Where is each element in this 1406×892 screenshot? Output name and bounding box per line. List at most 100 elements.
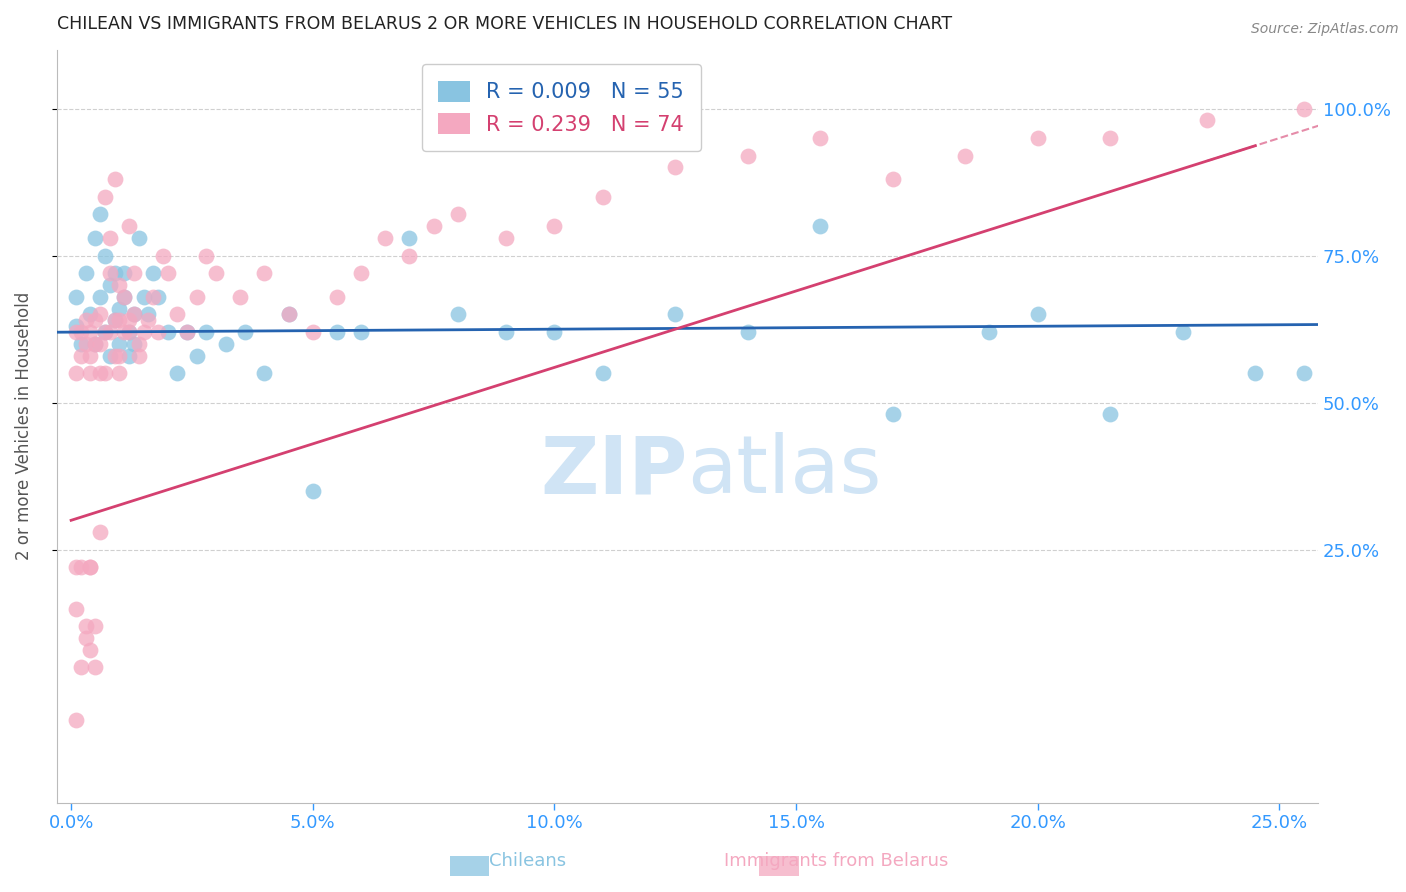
Point bbox=[79, 366, 101, 380]
Point bbox=[277, 308, 299, 322]
Point bbox=[737, 149, 759, 163]
Point bbox=[398, 249, 420, 263]
Point bbox=[176, 325, 198, 339]
Point bbox=[98, 266, 121, 280]
Point bbox=[955, 149, 977, 163]
Text: Immigrants from Belarus: Immigrants from Belarus bbox=[724, 852, 949, 870]
Text: CHILEAN VS IMMIGRANTS FROM BELARUS 2 OR MORE VEHICLES IN HOUSEHOLD CORRELATION C: CHILEAN VS IMMIGRANTS FROM BELARUS 2 OR … bbox=[56, 15, 952, 33]
Point bbox=[104, 349, 127, 363]
Point bbox=[882, 172, 904, 186]
Point bbox=[108, 278, 131, 293]
Point bbox=[1099, 408, 1122, 422]
Point bbox=[79, 642, 101, 657]
Point bbox=[326, 290, 349, 304]
Point bbox=[176, 325, 198, 339]
Point bbox=[75, 619, 97, 633]
Point bbox=[1099, 131, 1122, 145]
Text: atlas: atlas bbox=[688, 433, 882, 510]
Text: Chileans: Chileans bbox=[489, 852, 565, 870]
Point bbox=[65, 319, 87, 334]
Point bbox=[104, 313, 127, 327]
Point bbox=[128, 231, 150, 245]
Point bbox=[808, 131, 831, 145]
Point bbox=[108, 349, 131, 363]
Point bbox=[495, 325, 517, 339]
Point bbox=[118, 313, 141, 327]
Point bbox=[75, 266, 97, 280]
Point bbox=[233, 325, 256, 339]
Point bbox=[326, 325, 349, 339]
Point bbox=[1026, 308, 1049, 322]
Point bbox=[253, 266, 276, 280]
Point bbox=[350, 325, 373, 339]
Point bbox=[122, 308, 145, 322]
Point bbox=[422, 219, 444, 234]
Point bbox=[142, 290, 165, 304]
Point bbox=[1292, 102, 1315, 116]
Point bbox=[89, 366, 111, 380]
Point bbox=[65, 366, 87, 380]
Point bbox=[98, 278, 121, 293]
Point bbox=[79, 308, 101, 322]
Point bbox=[84, 337, 107, 351]
Point bbox=[186, 290, 208, 304]
Point bbox=[122, 337, 145, 351]
Point bbox=[592, 190, 614, 204]
Point bbox=[84, 231, 107, 245]
Point bbox=[495, 231, 517, 245]
Point bbox=[882, 408, 904, 422]
Point bbox=[89, 290, 111, 304]
Point bbox=[108, 366, 131, 380]
Point bbox=[128, 337, 150, 351]
Point bbox=[104, 266, 127, 280]
Point bbox=[195, 325, 218, 339]
Point bbox=[79, 349, 101, 363]
Point bbox=[301, 325, 323, 339]
Point bbox=[138, 313, 160, 327]
Point bbox=[104, 313, 127, 327]
Point bbox=[89, 337, 111, 351]
Point bbox=[277, 308, 299, 322]
Point bbox=[138, 308, 160, 322]
Point bbox=[65, 560, 87, 574]
Point bbox=[1292, 366, 1315, 380]
Point bbox=[664, 308, 686, 322]
Point bbox=[94, 325, 117, 339]
Point bbox=[65, 713, 87, 727]
Point bbox=[108, 313, 131, 327]
Text: ZIP: ZIP bbox=[540, 433, 688, 510]
Point bbox=[166, 366, 188, 380]
Point bbox=[118, 325, 141, 339]
Point bbox=[301, 483, 323, 498]
Point bbox=[142, 266, 165, 280]
Point bbox=[69, 660, 91, 674]
Point bbox=[89, 308, 111, 322]
Point bbox=[166, 308, 188, 322]
Point bbox=[118, 349, 141, 363]
Point bbox=[592, 366, 614, 380]
Point bbox=[84, 619, 107, 633]
Point bbox=[215, 337, 238, 351]
Point bbox=[108, 337, 131, 351]
Point bbox=[94, 366, 117, 380]
Point bbox=[132, 325, 155, 339]
Point bbox=[94, 190, 117, 204]
Point bbox=[112, 290, 135, 304]
Point bbox=[447, 207, 470, 221]
Point bbox=[104, 172, 127, 186]
Point bbox=[122, 308, 145, 322]
Point bbox=[146, 325, 169, 339]
Legend: R = 0.009   N = 55, R = 0.239   N = 74: R = 0.009 N = 55, R = 0.239 N = 74 bbox=[422, 64, 700, 151]
Point bbox=[979, 325, 1001, 339]
Point bbox=[94, 325, 117, 339]
Point bbox=[89, 207, 111, 221]
Point bbox=[108, 301, 131, 316]
Point bbox=[84, 337, 107, 351]
Point bbox=[75, 313, 97, 327]
Point bbox=[1195, 113, 1218, 128]
Point bbox=[98, 231, 121, 245]
Point bbox=[195, 249, 218, 263]
Point bbox=[146, 290, 169, 304]
Point bbox=[398, 231, 420, 245]
Point bbox=[152, 249, 174, 263]
